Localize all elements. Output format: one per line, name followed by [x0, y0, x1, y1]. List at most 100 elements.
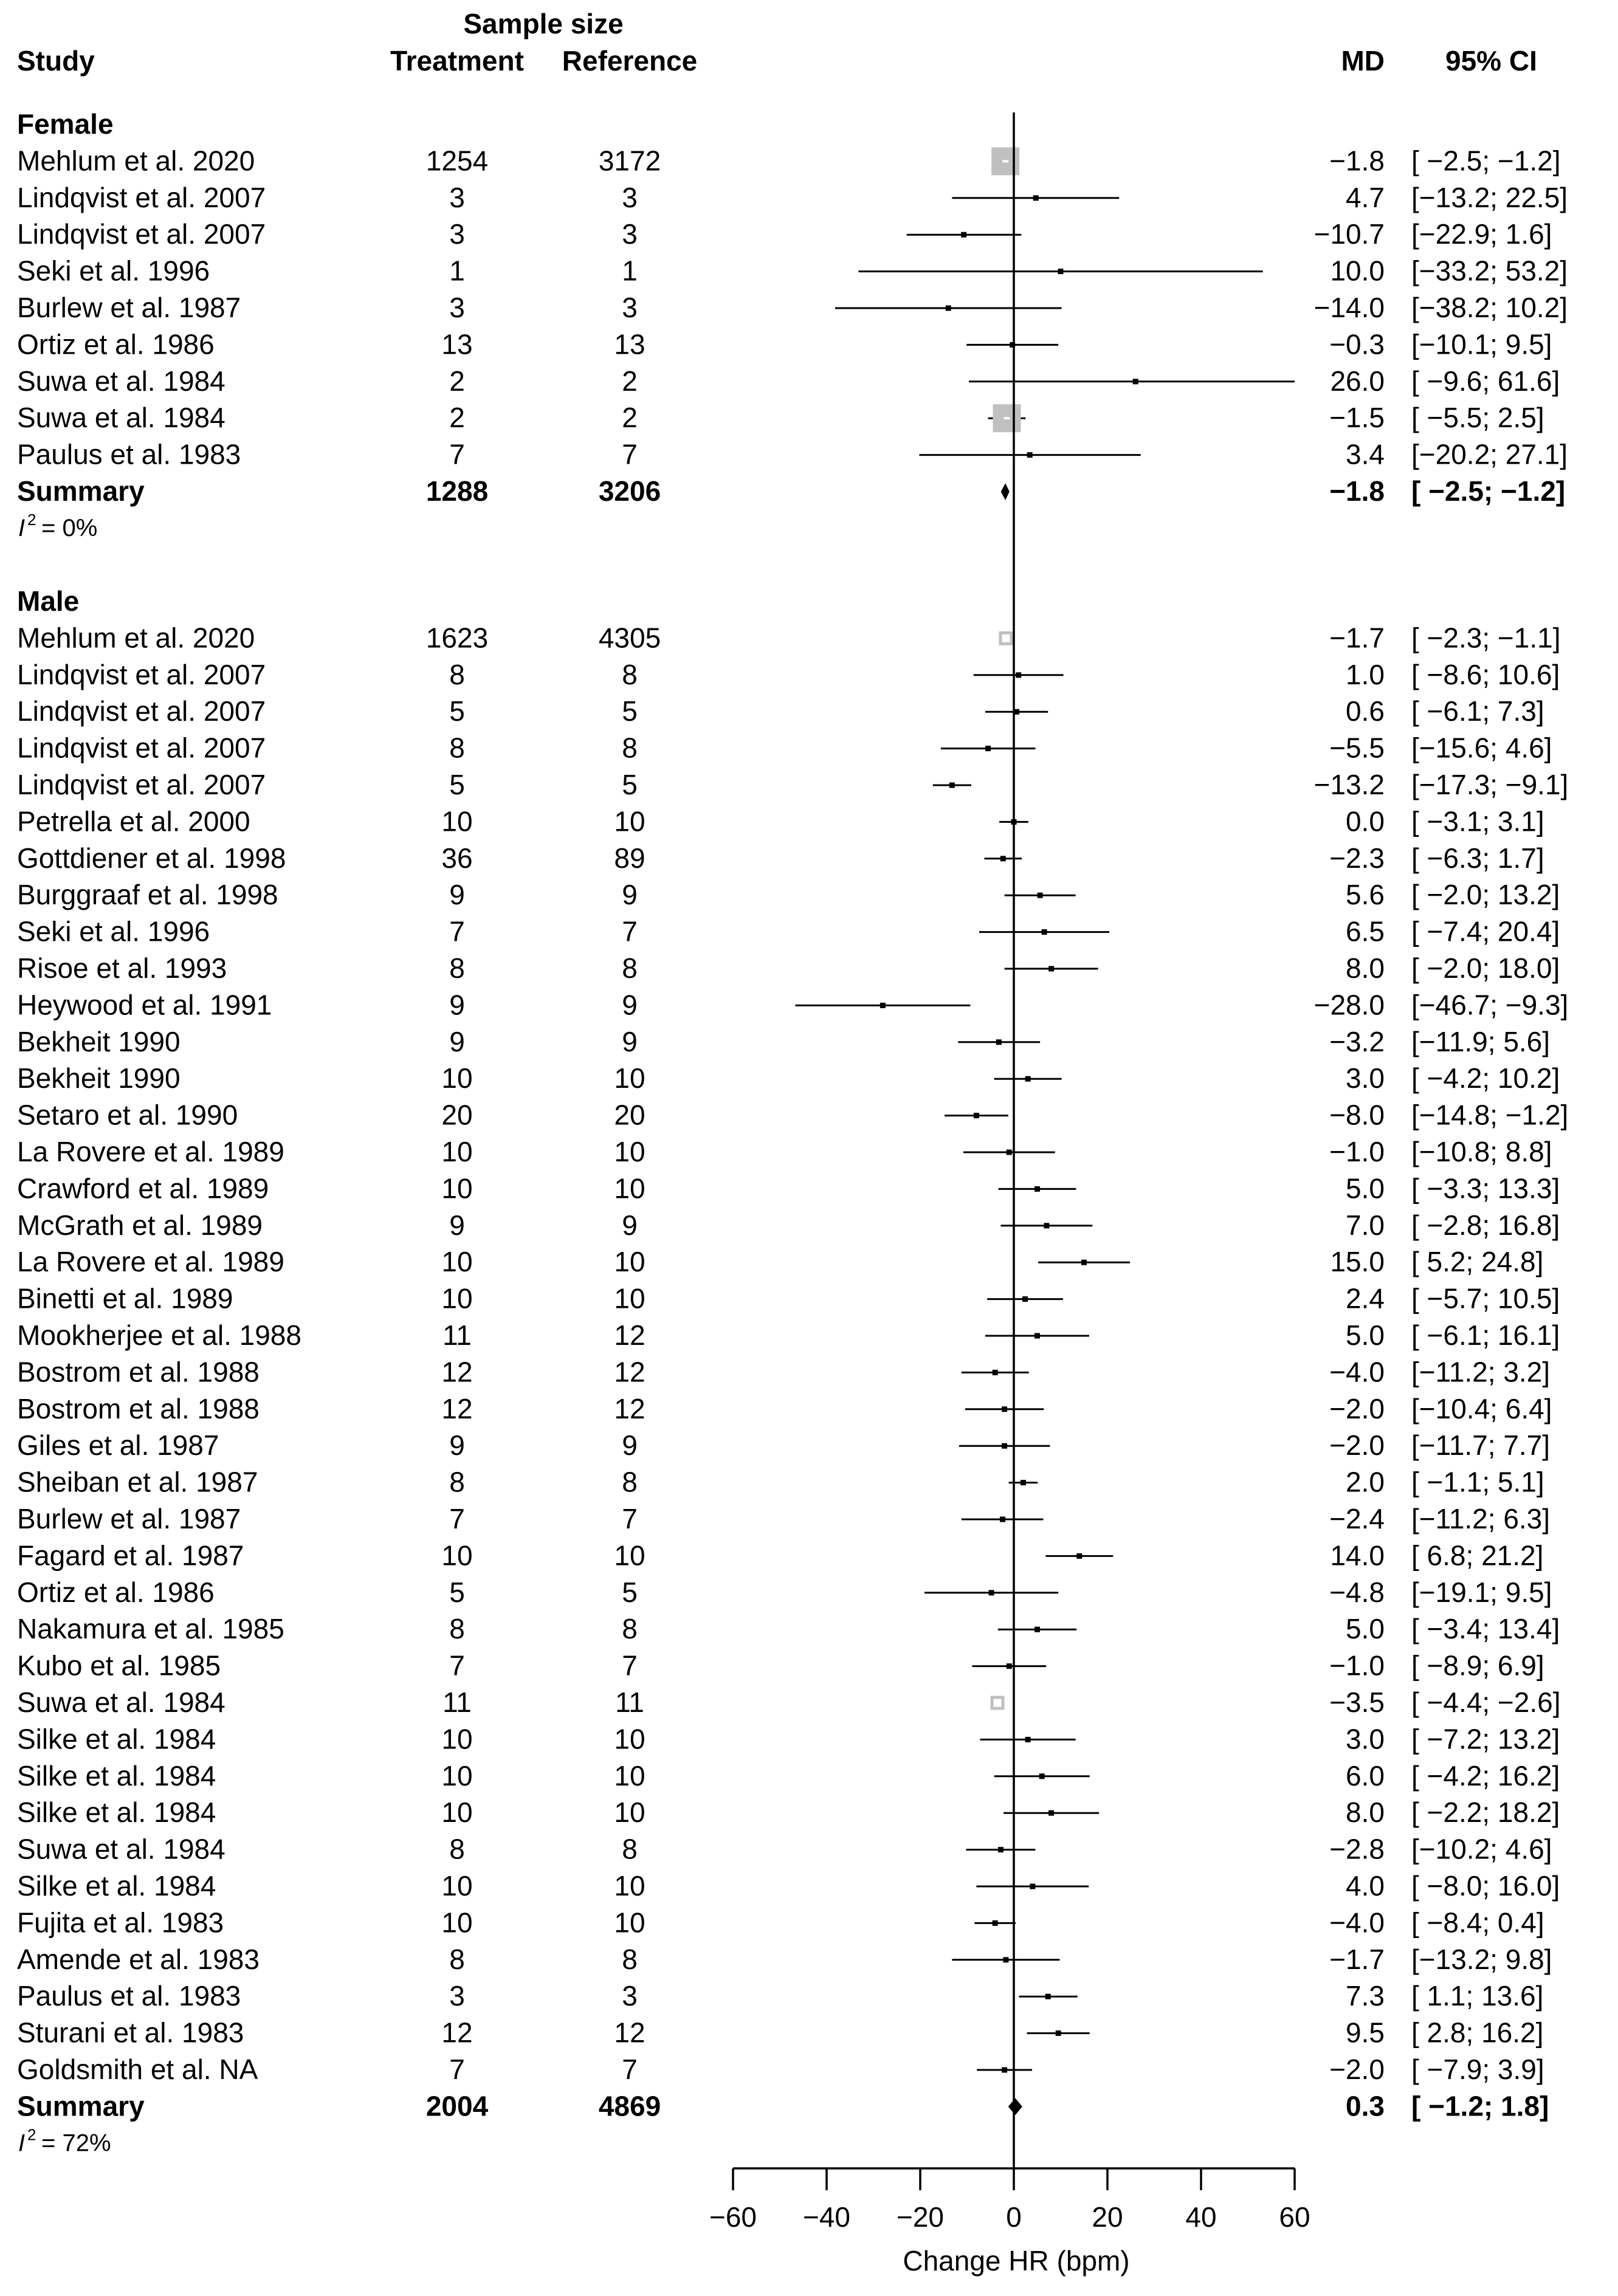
md-value: 3.0: [1346, 1062, 1385, 1094]
ci-value: [−10.4; 6.4]: [1411, 1393, 1552, 1425]
md-value: 5.6: [1346, 879, 1385, 910]
point-estimate: [1025, 1076, 1031, 1082]
weight-box: [990, 1696, 1005, 1710]
study-row: Petrella et al. 2000 10 10 0.0 [ −3.1; 3.1]: [17, 805, 1544, 837]
ci-value: [−20.2; 27.1]: [1411, 439, 1568, 470]
ci-value: [−10.2; 4.6]: [1411, 1834, 1552, 1865]
ci-value: [ −4.2; 10.2]: [1411, 1062, 1560, 1094]
reference-n: 10: [614, 1796, 645, 1828]
summary-ci: [ −2.5; −1.2]: [1411, 475, 1565, 507]
treatment-n: 5: [449, 1576, 465, 1608]
study-name: Silke et al. 1984: [17, 1870, 216, 1902]
point-estimate: [992, 1369, 998, 1375]
ci-value: [ −1.1; 5.1]: [1411, 1466, 1544, 1498]
ci-value: [−10.1; 9.5]: [1411, 328, 1552, 360]
md-value: 1.0: [1346, 659, 1385, 690]
study-name: Seki et al. 1996: [17, 916, 210, 947]
study-row: Burggraaf et al. 1998 9 9 5.6 [ −2.0; 13.2]: [17, 879, 1560, 910]
ci-value: [−13.2; 9.8]: [1411, 1944, 1552, 1975]
study-row: Ortiz et al. 1986 13 13 −0.3 [−10.1; 9.5]: [17, 328, 1552, 360]
study-name: Paulus et al. 1983: [17, 1980, 241, 2012]
point-estimate: [1002, 1443, 1008, 1449]
ci-value: [ 6.8; 21.2]: [1411, 1539, 1543, 1571]
point-estimate: [1002, 2067, 1008, 2073]
md-value: −4.0: [1329, 1906, 1385, 1938]
md-value: −14.0: [1314, 292, 1385, 323]
md-value: 15.0: [1330, 1246, 1385, 1277]
x-tick-label: −20: [897, 2201, 944, 2233]
treatment-n: 3: [449, 218, 465, 250]
study-row: Lindqvist et al. 2007 5 5 0.6 [ −6.1; 7.3]: [17, 695, 1544, 727]
study-name: Crawford et al. 1989: [17, 1172, 269, 1204]
treatment-n: 11: [442, 1319, 472, 1351]
heterogeneity-i2: I 2 = 0%: [18, 510, 97, 541]
reference-n: 10: [614, 1172, 645, 1204]
ci-value: [ −8.9; 6.9]: [1411, 1650, 1544, 1682]
treatment-n: 8: [449, 952, 465, 984]
md-value: −10.7: [1314, 218, 1385, 250]
md-value: 10.0: [1330, 255, 1385, 287]
study-name: Petrella et al. 2000: [17, 805, 250, 837]
study-row: Bekheit 1990 9 9 −3.2 [−11.9; 5.6]: [17, 1026, 1550, 1057]
md-value: −1.7: [1329, 622, 1385, 653]
treatment-n: 7: [449, 2054, 465, 2085]
study-name: Gottdiener et al. 1998: [17, 842, 286, 874]
md-value: −3.5: [1329, 1686, 1385, 1718]
reference-n: 20: [614, 1099, 645, 1131]
treatment-n: 10: [441, 1796, 472, 1828]
treatment-n: 7: [449, 1650, 465, 1682]
treatment-n: 10: [441, 1870, 472, 1902]
study-row: Risoe et al. 1993 8 8 8.0 [ −2.0; 18.0]: [17, 952, 1560, 984]
reference-n: 10: [614, 1760, 645, 1792]
study-row: Heywood et al. 1991 9 9 −28.0 [−46.7; −9.3]: [17, 989, 1568, 1020]
study-row: Suwa et al. 1984 8 8 −2.8 [−10.2; 4.6]: [17, 1834, 1552, 1865]
md-value: 5.0: [1346, 1613, 1385, 1645]
x-tick-label: 20: [1092, 2201, 1123, 2233]
study-name: Seki et al. 1996: [17, 255, 210, 287]
point-estimate: [1034, 1626, 1040, 1632]
ci-value: [−13.2; 22.5]: [1411, 182, 1568, 213]
summary-label: Summary: [17, 2090, 145, 2122]
reference-n: 7: [622, 439, 638, 470]
study-row: Bekheit 1990 10 10 3.0 [ −4.2; 10.2]: [17, 1062, 1560, 1094]
reference-n: 9: [622, 1429, 638, 1461]
reference-n: 7: [622, 1503, 638, 1535]
reference-n: 8: [622, 1613, 638, 1645]
treatment-n: 2: [449, 365, 465, 397]
reference-n: 10: [614, 1539, 645, 1571]
point-estimate: [1058, 269, 1064, 275]
study-row: Setaro et al. 1990 20 20 −8.0 [−14.8; −1.2]: [17, 1099, 1568, 1131]
study-name: Burggraaf et al. 1998: [17, 879, 278, 910]
summary-md: −1.8: [1329, 475, 1385, 507]
ci-value: [ −3.3; 13.3]: [1411, 1172, 1560, 1204]
study-row: Seki et al. 1996 7 7 6.5 [ −7.4; 20.4]: [17, 916, 1560, 947]
point-estimate: [1037, 892, 1043, 898]
study-row: Crawford et al. 1989 10 10 5.0 [ −3.3; 13.3]: [17, 1172, 1560, 1204]
md-value: −2.4: [1329, 1503, 1385, 1535]
study-name: Lindqvist et al. 2007: [17, 695, 266, 727]
study-row: Mehlum et al. 2020 1623 4305 −1.7 [ −2.3; −1…: [17, 622, 1561, 653]
study-row: Burlew et al. 1987 7 7 −2.4 [−11.2; 6.3]: [17, 1503, 1550, 1535]
ci-value: [ −9.6; 61.6]: [1411, 365, 1560, 397]
treatment-n: 10: [441, 1760, 472, 1792]
point-estimate: [1044, 1223, 1050, 1229]
x-tick-label: −60: [709, 2201, 757, 2233]
header-md: MD: [1341, 45, 1385, 77]
ci-value: [−38.2; 10.2]: [1411, 292, 1568, 323]
study-name: Mehlum et al. 2020: [17, 145, 255, 176]
study-row: Seki et al. 1996 1 1 10.0 [−33.2; 53.2]: [17, 255, 1568, 287]
treatment-n: 9: [449, 989, 465, 1020]
study-name: Mookherjee et al. 1988: [17, 1319, 301, 1351]
point-estimate: [973, 1113, 979, 1119]
study-row: Lindqvist et al. 2007 5 5 −13.2 [−17.3; −9.1…: [17, 769, 1568, 800]
point-estimate: [1081, 1259, 1087, 1265]
md-value: −5.5: [1329, 732, 1385, 764]
study-name: Heywood et al. 1991: [17, 989, 272, 1020]
treatment-n: 8: [449, 659, 465, 690]
study-name: Ortiz et al. 1986: [17, 328, 215, 360]
point-estimate: [1000, 1516, 1006, 1522]
summary-reference-n: 4869: [599, 2090, 661, 2122]
md-value: 7.3: [1346, 1980, 1385, 2012]
